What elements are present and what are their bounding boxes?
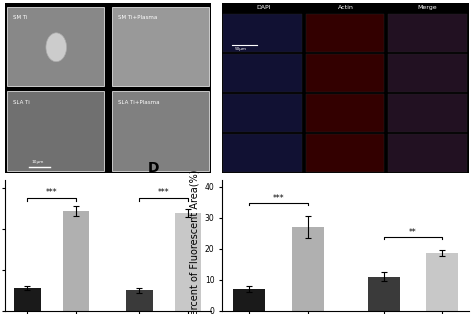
Text: **: ** bbox=[409, 228, 417, 237]
FancyBboxPatch shape bbox=[223, 94, 302, 132]
FancyBboxPatch shape bbox=[306, 134, 384, 172]
FancyBboxPatch shape bbox=[388, 134, 466, 172]
Text: SLA Ti+Plasma: SLA Ti+Plasma bbox=[118, 100, 160, 105]
Text: D: D bbox=[148, 161, 159, 175]
Text: Merge: Merge bbox=[418, 5, 437, 10]
Text: SM Ti+Plasma: SM Ti+Plasma bbox=[118, 15, 157, 20]
Bar bbox=[426, 253, 458, 311]
Text: ***: *** bbox=[158, 188, 170, 198]
Text: SLA Ti: SLA Ti bbox=[472, 106, 474, 121]
Bar bbox=[233, 289, 265, 311]
Text: SM Ti+Plasma: SM Ti+Plasma bbox=[472, 56, 474, 90]
Text: Actin: Actin bbox=[338, 5, 354, 10]
Bar bbox=[63, 211, 90, 311]
FancyBboxPatch shape bbox=[388, 14, 466, 52]
Bar bbox=[292, 227, 324, 311]
FancyBboxPatch shape bbox=[223, 14, 302, 52]
FancyBboxPatch shape bbox=[223, 54, 302, 92]
FancyBboxPatch shape bbox=[112, 7, 209, 86]
Ellipse shape bbox=[46, 33, 66, 62]
FancyBboxPatch shape bbox=[7, 7, 104, 86]
FancyBboxPatch shape bbox=[306, 14, 384, 52]
Y-axis label: Percent of Fluorescent Area(%): Percent of Fluorescent Area(%) bbox=[189, 170, 199, 314]
FancyBboxPatch shape bbox=[223, 134, 302, 172]
FancyBboxPatch shape bbox=[112, 91, 209, 171]
FancyBboxPatch shape bbox=[388, 94, 466, 132]
Text: 50μm: 50μm bbox=[235, 47, 246, 51]
Text: ***: *** bbox=[46, 188, 58, 198]
Text: 10μm: 10μm bbox=[31, 160, 44, 164]
Text: ***: *** bbox=[273, 194, 284, 203]
Bar bbox=[367, 277, 400, 311]
Bar bbox=[174, 213, 201, 311]
FancyBboxPatch shape bbox=[306, 54, 384, 92]
Bar bbox=[126, 290, 153, 311]
FancyBboxPatch shape bbox=[306, 94, 384, 132]
FancyBboxPatch shape bbox=[7, 91, 104, 171]
FancyBboxPatch shape bbox=[388, 54, 466, 92]
Text: SM Ti: SM Ti bbox=[472, 27, 474, 40]
Text: SLA Ti: SLA Ti bbox=[13, 100, 30, 105]
Text: DAPI: DAPI bbox=[257, 5, 271, 10]
Bar bbox=[14, 289, 41, 311]
Text: SM Ti: SM Ti bbox=[13, 15, 27, 20]
Text: SLA Ti+Plasma: SLA Ti+Plasma bbox=[472, 134, 474, 171]
